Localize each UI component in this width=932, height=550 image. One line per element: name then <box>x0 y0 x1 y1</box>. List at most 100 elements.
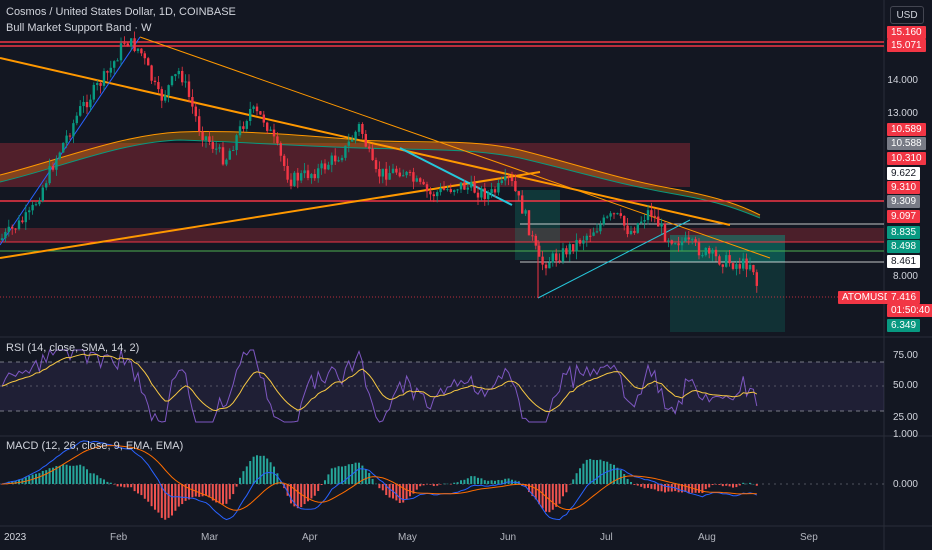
candle-body <box>150 65 153 81</box>
candle-body <box>544 264 548 269</box>
macd-histogram-bar <box>48 468 51 484</box>
macd-histogram-bar <box>96 475 99 484</box>
macd-histogram-bar <box>585 459 588 484</box>
macd-histogram-bar <box>439 484 442 485</box>
last-price-tag: 7.416 <box>887 291 921 304</box>
macd-histogram-bar <box>470 476 473 484</box>
price-tag: 8.835 <box>887 226 921 239</box>
candle-body <box>405 171 408 176</box>
macd-histogram-bar <box>239 477 241 484</box>
macd-histogram-bar <box>266 458 269 484</box>
candle-body <box>170 76 174 86</box>
macd-histogram-bar <box>52 467 54 484</box>
macd-histogram-bar <box>752 483 755 485</box>
candle-body <box>289 179 293 186</box>
candle-body <box>609 213 612 217</box>
candle-body <box>572 244 575 252</box>
candle-body <box>585 235 588 241</box>
candle-body <box>493 189 497 193</box>
candle-body <box>262 114 265 123</box>
macd-histogram-bar <box>565 484 568 493</box>
currency-button[interactable]: USD <box>890 6 924 24</box>
macd-legend[interactable]: MACD (12, 26, close, 9, EMA, EMA) <box>6 440 184 452</box>
macd-histogram-bar <box>1 484 3 485</box>
candle-body <box>174 74 177 77</box>
macd-histogram-bar <box>453 482 456 484</box>
macd-histogram-bar <box>120 484 122 487</box>
candle-body <box>374 160 378 170</box>
macd-histogram-bar <box>589 458 592 484</box>
candle-body <box>136 48 140 52</box>
macd-histogram-bar <box>623 474 626 484</box>
candle-body <box>79 106 82 116</box>
candle-body <box>235 135 238 151</box>
macd-histogram-bar <box>643 484 646 489</box>
macd-histogram-bar <box>575 473 578 484</box>
macd-histogram-bar <box>630 481 632 484</box>
rsi-ma-line <box>1 353 758 413</box>
macd-histogram-bar <box>524 484 527 487</box>
candle-body <box>344 145 347 158</box>
candle-body <box>58 152 61 159</box>
candle-body <box>643 219 646 222</box>
macd-histogram-bar <box>18 479 20 484</box>
macd-histogram-bar <box>215 484 218 503</box>
price-tag: 6.349 <box>887 319 921 332</box>
candle-body <box>225 159 228 165</box>
candle-body <box>272 129 276 137</box>
candle-body <box>453 190 456 192</box>
candle-body <box>731 263 735 269</box>
macd-histogram-bar <box>412 484 415 494</box>
candle-body <box>687 237 690 240</box>
macd-histogram-bar <box>381 484 384 491</box>
macd-histogram-bar <box>150 484 153 507</box>
candle-body <box>123 43 126 45</box>
macd-histogram-bar <box>344 465 347 484</box>
macd-histogram-bar <box>531 484 534 497</box>
macd-histogram-bar <box>558 484 561 504</box>
candle-body <box>269 129 272 131</box>
macd-histogram-bar <box>562 484 564 497</box>
candle-body <box>531 235 534 237</box>
candle-body <box>354 131 357 140</box>
rsi-legend[interactable]: RSI (14, close, SMA, 14, 2) <box>6 342 140 354</box>
candle-body <box>378 169 381 177</box>
candle-body <box>102 71 106 86</box>
indicator-legend[interactable]: Bull Market Support Band · W <box>6 22 152 34</box>
macd-histogram-bar <box>749 482 751 484</box>
candle-body <box>119 43 123 61</box>
candle-body <box>133 38 136 52</box>
candle-body <box>738 264 741 269</box>
candle-body <box>626 225 629 235</box>
macd-histogram-bar <box>371 478 374 484</box>
candle-body <box>442 188 446 190</box>
candle-body <box>14 228 17 230</box>
macd-histogram-bar <box>116 484 119 487</box>
macd-histogram-bar <box>133 484 136 492</box>
macd-histogram-bar <box>347 464 350 484</box>
candle-body <box>147 58 150 66</box>
macd-histogram-bar <box>167 484 170 518</box>
candle-body <box>340 157 344 161</box>
macd-histogram-bar <box>742 482 745 484</box>
macd-histogram-bar <box>463 479 466 484</box>
macd-panel <box>0 440 884 521</box>
macd-histogram-bar <box>460 480 462 484</box>
candle-body <box>742 258 745 269</box>
candle-body <box>412 172 415 182</box>
macd-histogram-bar <box>500 480 503 484</box>
candle-body <box>34 204 38 206</box>
macd-histogram-bar <box>715 484 717 485</box>
candle-body <box>623 215 626 226</box>
candle-body <box>582 240 585 244</box>
macd-histogram-bar <box>677 484 680 493</box>
candle-body <box>684 237 687 242</box>
macd-histogram-bar <box>24 477 27 484</box>
candle-body <box>181 70 184 83</box>
candle-body <box>388 173 391 180</box>
macd-histogram-bar <box>728 484 731 487</box>
macd-histogram-bar <box>477 477 479 484</box>
macd-histogram-bar <box>58 465 61 484</box>
macd-histogram-bar <box>534 484 537 500</box>
